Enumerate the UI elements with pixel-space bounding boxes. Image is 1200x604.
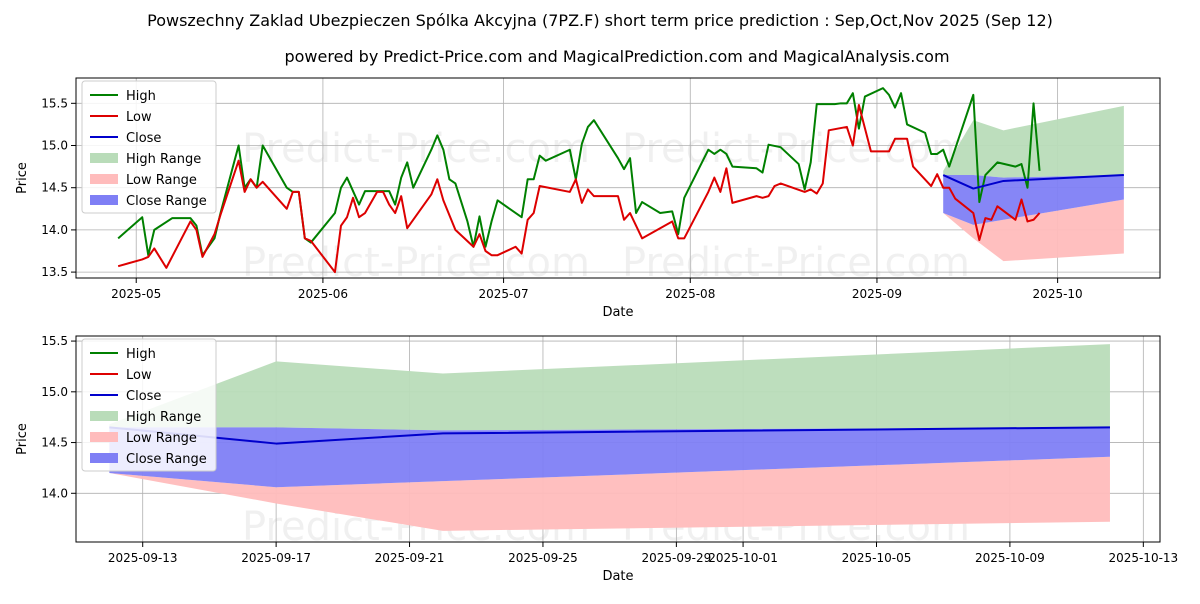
x-tick-label: 2025-10-05: [842, 551, 912, 565]
legend-swatch: [90, 195, 118, 205]
legend-swatch: [90, 432, 118, 442]
close-series-line: [942, 174, 1124, 190]
close-range-band: [943, 175, 1124, 225]
legend-label: Close: [126, 131, 161, 146]
y-tick-label: 13.5: [41, 265, 68, 279]
x-tick-label: 2025-09: [852, 287, 902, 301]
legend-swatch: [90, 411, 118, 421]
chart-title: Powszechny Zaklad Ubezpieczen Spólka Akc…: [147, 11, 1053, 30]
x-tick-label: 2025-08: [665, 287, 715, 301]
low-range-band: [943, 199, 1124, 262]
plot-marks: [117, 87, 1124, 274]
chart-subtitle: powered by Predict-Price.com and Magical…: [284, 47, 949, 66]
lower-panel: Predict-Price.comPredict-Price.comPredic…: [15, 334, 1178, 584]
x-tick-label: 2025-06: [298, 287, 348, 301]
legend-label: High: [126, 347, 156, 362]
legend-label: Close: [126, 389, 161, 404]
high-range-band: [109, 344, 1110, 431]
legend-swatch: [90, 153, 118, 163]
y-tick-label: 14.0: [41, 486, 68, 500]
legend-label: High Range: [126, 410, 201, 425]
low-range-band: [109, 456, 1110, 531]
y-tick-label: 15.0: [41, 385, 68, 399]
y-axis-label: Price: [15, 423, 30, 455]
x-tick-label: 2025-05: [111, 287, 161, 301]
watermark-text: Predict-Price.com: [622, 240, 970, 286]
y-tick-label: 14.0: [41, 223, 68, 237]
y-tick-label: 14.5: [41, 436, 68, 450]
watermark-text: Predict-Price.com: [242, 240, 590, 286]
x-tick-label: 2025-10: [1033, 287, 1083, 301]
close-range-band: [109, 427, 1110, 488]
x-tick-label: 2025-09-29: [641, 551, 711, 565]
legend-label: Low Range: [126, 173, 197, 188]
axes-frame: [75, 77, 1161, 279]
y-tick-label: 15.0: [41, 139, 68, 153]
y-tick-label: 14.5: [41, 181, 68, 195]
y-tick-label: 15.5: [41, 334, 68, 348]
legend-label: Low: [126, 368, 152, 383]
legend-label: Close Range: [126, 194, 207, 209]
y-tick-label: 15.5: [41, 96, 68, 110]
watermark-text: Predict-Price.com: [242, 126, 590, 172]
upper-panel: Predict-Price.com Predict-Price.com Predic…: [15, 77, 1161, 320]
high-range-band: [943, 105, 1124, 178]
legend-swatch: [90, 453, 118, 463]
x-tick-label: 2025-09-25: [508, 551, 578, 565]
legend-label: High: [126, 89, 156, 104]
axes-frame: [75, 335, 1161, 543]
x-tick-label: 2025-09-13: [108, 551, 178, 565]
watermark-text: Predict-Price.com: [622, 126, 970, 172]
x-tick-label: 2025-09-17: [241, 551, 311, 565]
x-tick-label: 2025-09-21: [375, 551, 445, 565]
x-axis-label: Date: [602, 569, 633, 584]
x-tick-label: 2025-10-01: [708, 551, 778, 565]
x-axis-label: Date: [602, 305, 633, 320]
x-tick-label: 2025-07: [479, 287, 529, 301]
legend-label: Close Range: [126, 452, 207, 467]
legend: High Low Close High Range Low Range Close Ran…: [81, 338, 217, 472]
x-tick-label: 2025-10-13: [1108, 551, 1178, 565]
y-axis-label: Price: [15, 162, 30, 194]
low-series-line: [117, 104, 1041, 274]
legend-label: High Range: [126, 152, 201, 167]
legend: High Low Close High Range Low Range Close Ran…: [81, 80, 217, 214]
x-tick-label: 2025-10-09: [975, 551, 1045, 565]
legend-label: Low Range: [126, 431, 197, 446]
legend-label: Low: [126, 110, 152, 125]
legend-swatch: [90, 174, 118, 184]
